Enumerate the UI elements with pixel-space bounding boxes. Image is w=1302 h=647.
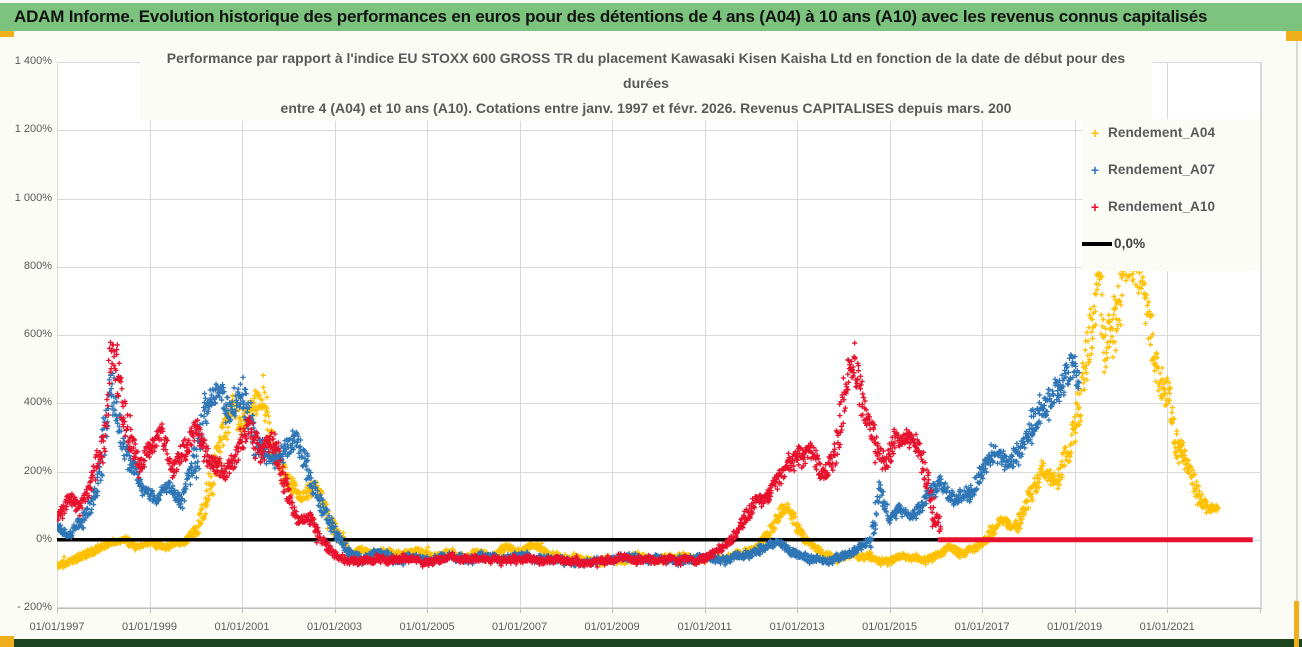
accent-gold-top-left [0, 31, 14, 37]
y-tick-label: 1 400% [14, 55, 52, 67]
sheet-right-border-gold [1294, 601, 1299, 647]
x-tick-label: 01/01/2019 [1047, 621, 1103, 633]
y-tick-label: 200% [23, 464, 52, 477]
y-tick-label: 1 000% [14, 191, 52, 204]
legend-label-a10: Rendement_A10 [1108, 199, 1216, 214]
x-tick-label: 01/01/1999 [121, 621, 178, 633]
x-tick-label: 01/01/2005 [399, 621, 455, 633]
x-tick-label: 01/01/2001 [214, 621, 270, 633]
report-title: ADAM Informe. Evolution historique des p… [14, 7, 1208, 26]
plus-marker-icon: + [1090, 124, 1100, 141]
chart-title-line-2: durées [623, 75, 669, 91]
x-tick-label: 01/01/1997 [29, 621, 85, 633]
zero-line-swatch [1082, 241, 1112, 246]
sheet-right-border [1296, 41, 1298, 601]
y-tick-label: 400% [23, 396, 52, 409]
legend-item-rendement-a07: + Rendement_A07 [1082, 158, 1260, 181]
plus-marker-icon: + [1090, 161, 1100, 178]
x-tick-label: 01/01/2015 [862, 621, 918, 633]
report-header: ADAM Informe. Evolution historique des p… [0, 3, 1302, 31]
legend-label-a07: Rendement_A07 [1108, 162, 1216, 177]
footer-bar [0, 639, 1302, 647]
x-tick-label: 01/01/2017 [954, 621, 1010, 633]
chart-title: Performance par rapport à l'indice EU ST… [140, 46, 1152, 121]
legend-item-zero-line: 0,0% [1082, 232, 1260, 255]
chart-legend: + Rendement_A04 + Rendement_A07 + Rendem… [1082, 119, 1260, 271]
y-tick-label: - 200% [17, 601, 52, 613]
x-tick-label: 01/01/2021 [1139, 621, 1195, 633]
x-tick-label: 01/01/2003 [307, 621, 363, 633]
accent-gold-bottom-left [0, 636, 14, 647]
accent-gold-top-right [1286, 31, 1302, 41]
legend-label-a04: Rendement_A04 [1108, 125, 1216, 140]
legend-item-rendement-a04: + Rendement_A04 [1082, 121, 1260, 144]
legend-item-rendement-a10: + Rendement_A10 [1082, 195, 1260, 218]
x-tick-label: 01/01/2011 [677, 621, 732, 633]
y-tick-label: 0% [36, 532, 52, 545]
chart-title-line-1: Performance par rapport à l'indice EU ST… [166, 50, 1126, 66]
chart-title-line-3: entre 4 (A04) et 10 ans (A10). Cotations… [280, 100, 1012, 116]
legend-label-zero: 0,0% [1114, 236, 1146, 251]
y-tick-label: 600% [23, 328, 52, 340]
x-tick-label: 01/01/2007 [492, 621, 548, 633]
x-tick-label: 01/01/2013 [769, 621, 825, 633]
y-tick-label: 800% [23, 259, 52, 272]
plus-marker-icon: + [1090, 198, 1100, 215]
y-tick-label: 1 200% [14, 123, 52, 136]
x-tick-label: 01/01/2009 [584, 621, 640, 633]
